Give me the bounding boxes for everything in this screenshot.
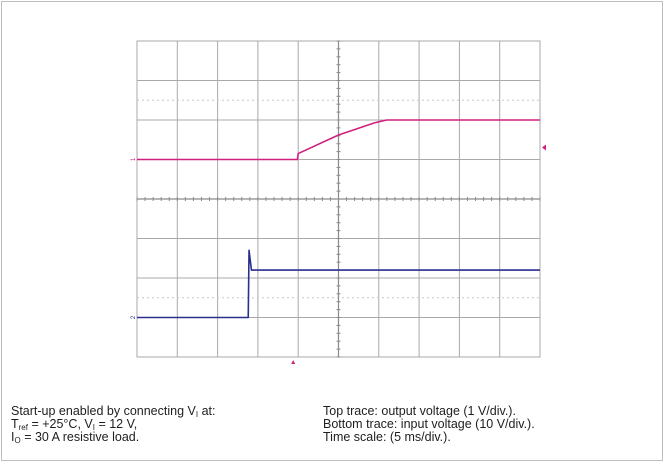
trigger-level-arrow-icon [542, 144, 546, 151]
channel-2-ground-label: 2 [131, 315, 137, 319]
caption-conditions-line2: Tref = +25°C, VI = 12 V, [11, 417, 138, 432]
caption-time-scale: Time scale: (5 ms/div.). [323, 430, 451, 444]
scope-markers: 12 [131, 144, 546, 364]
scope-grid [136, 40, 541, 358]
input-voltage-trace [137, 249, 540, 319]
caption-bottom-trace: Bottom trace: input voltage (10 V/div.). [323, 417, 535, 431]
caption-traces: Top trace: output voltage (1 V/div.). Bo… [323, 405, 535, 444]
channel-1-ground-label: 1 [131, 157, 137, 161]
caption-conditions-line3: IO = 30 A resistive load. [11, 430, 140, 445]
caption-conditions-line1: Start-up enabled by connecting VI at: [11, 404, 216, 419]
output-voltage-trace [137, 119, 540, 161]
caption-top-trace: Top trace: output voltage (1 V/div.). [323, 404, 516, 418]
scope-traces [137, 119, 540, 319]
caption-conditions: Start-up enabled by connecting VI at: Tr… [11, 404, 216, 445]
trigger-position-marker-icon [291, 360, 296, 364]
